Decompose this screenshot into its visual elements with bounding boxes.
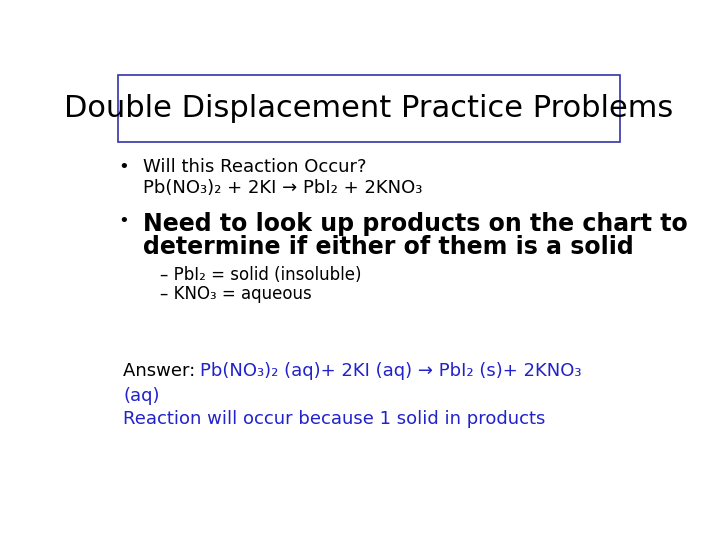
FancyBboxPatch shape bbox=[118, 75, 620, 141]
Text: (aq): (aq) bbox=[124, 387, 160, 405]
Text: Answer:: Answer: bbox=[124, 362, 202, 380]
Text: Will this Reaction Occur?: Will this Reaction Occur? bbox=[143, 158, 366, 177]
Text: Pb(NO₃)₂ + 2KI → PbI₂ + 2KNO₃: Pb(NO₃)₂ + 2KI → PbI₂ + 2KNO₃ bbox=[143, 179, 423, 197]
Text: determine if either of them is a solid: determine if either of them is a solid bbox=[143, 235, 634, 259]
Text: Reaction will occur because 1 solid in products: Reaction will occur because 1 solid in p… bbox=[124, 410, 546, 428]
Text: Pb(NO₃)₂ (aq)+ 2KI (aq) → PbI₂ (s)+ 2KNO₃: Pb(NO₃)₂ (aq)+ 2KI (aq) → PbI₂ (s)+ 2KNO… bbox=[200, 362, 582, 380]
Text: •: • bbox=[118, 212, 129, 231]
Text: – PbI₂ = solid (insoluble): – PbI₂ = solid (insoluble) bbox=[160, 266, 361, 285]
Text: Double Displacement Practice Problems: Double Displacement Practice Problems bbox=[64, 94, 674, 123]
Text: Need to look up products on the chart to: Need to look up products on the chart to bbox=[143, 212, 688, 237]
Text: •: • bbox=[118, 158, 129, 177]
Text: – KNO₃ = aqueous: – KNO₃ = aqueous bbox=[160, 285, 312, 303]
